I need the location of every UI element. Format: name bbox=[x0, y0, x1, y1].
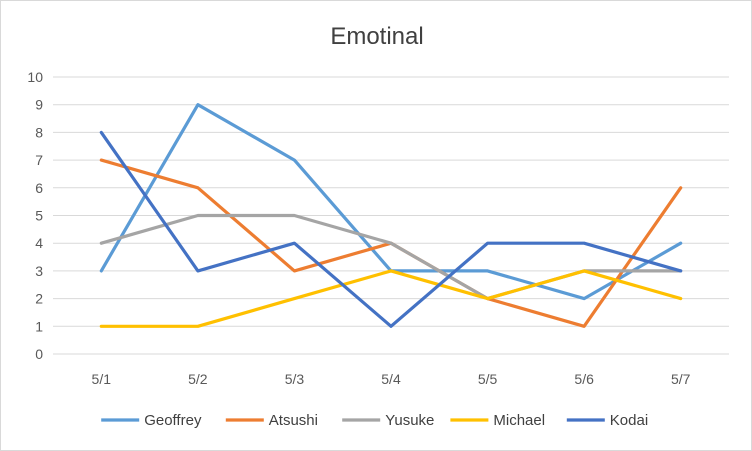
y-tick-label: 0 bbox=[35, 346, 43, 362]
y-tick-label: 3 bbox=[35, 263, 43, 279]
y-tick-label: 10 bbox=[27, 69, 43, 85]
x-axis-ticks: 5/1 5/2 5/3 5/4 5/5 5/6 5/7 bbox=[92, 371, 691, 387]
legend-item-atsushi: Atsushi bbox=[225, 412, 318, 429]
x-tick-label: 5/3 bbox=[285, 371, 305, 387]
x-tick-label: 5/5 bbox=[478, 371, 498, 387]
x-tick-label: 5/1 bbox=[92, 371, 112, 387]
y-tick-label: 5 bbox=[35, 208, 43, 224]
legend-label: Geoffrey bbox=[144, 412, 202, 429]
gridlines bbox=[53, 76, 729, 355]
y-axis-ticks: 0 1 2 3 4 5 6 7 8 9 10 bbox=[27, 69, 43, 362]
y-tick-label: 6 bbox=[35, 180, 43, 196]
legend-item-geoffrey: Geoffrey bbox=[101, 412, 202, 429]
series-line-kodai bbox=[99, 130, 683, 328]
y-tick-label: 8 bbox=[35, 124, 43, 140]
x-tick-label: 5/4 bbox=[381, 371, 401, 387]
x-tick-label: 5/7 bbox=[671, 371, 691, 387]
y-tick-label: 4 bbox=[35, 235, 43, 251]
y-tick-label: 1 bbox=[35, 318, 43, 334]
x-tick-label: 5/6 bbox=[574, 371, 594, 387]
legend-label: Kodai bbox=[610, 412, 648, 429]
legend-item-kodai: Kodai bbox=[566, 412, 648, 429]
series-line-michael bbox=[99, 269, 683, 328]
x-tick-label: 5/2 bbox=[188, 371, 208, 387]
y-tick-label: 9 bbox=[35, 97, 43, 113]
legend-label: Michael bbox=[493, 412, 545, 429]
y-tick-label: 2 bbox=[35, 291, 43, 307]
legend-label: Yusuke bbox=[385, 412, 434, 429]
legend-item-yusuke: Yusuke bbox=[342, 412, 434, 429]
legend-label: Atsushi bbox=[269, 412, 318, 429]
legend-item-michael: Michael bbox=[450, 412, 545, 429]
chart-title: Emotinal bbox=[330, 23, 423, 50]
y-tick-label: 7 bbox=[35, 152, 43, 168]
legend: Geoffrey Atsushi Yusuke Michael Kodai bbox=[101, 412, 648, 429]
series-lines bbox=[99, 103, 683, 328]
